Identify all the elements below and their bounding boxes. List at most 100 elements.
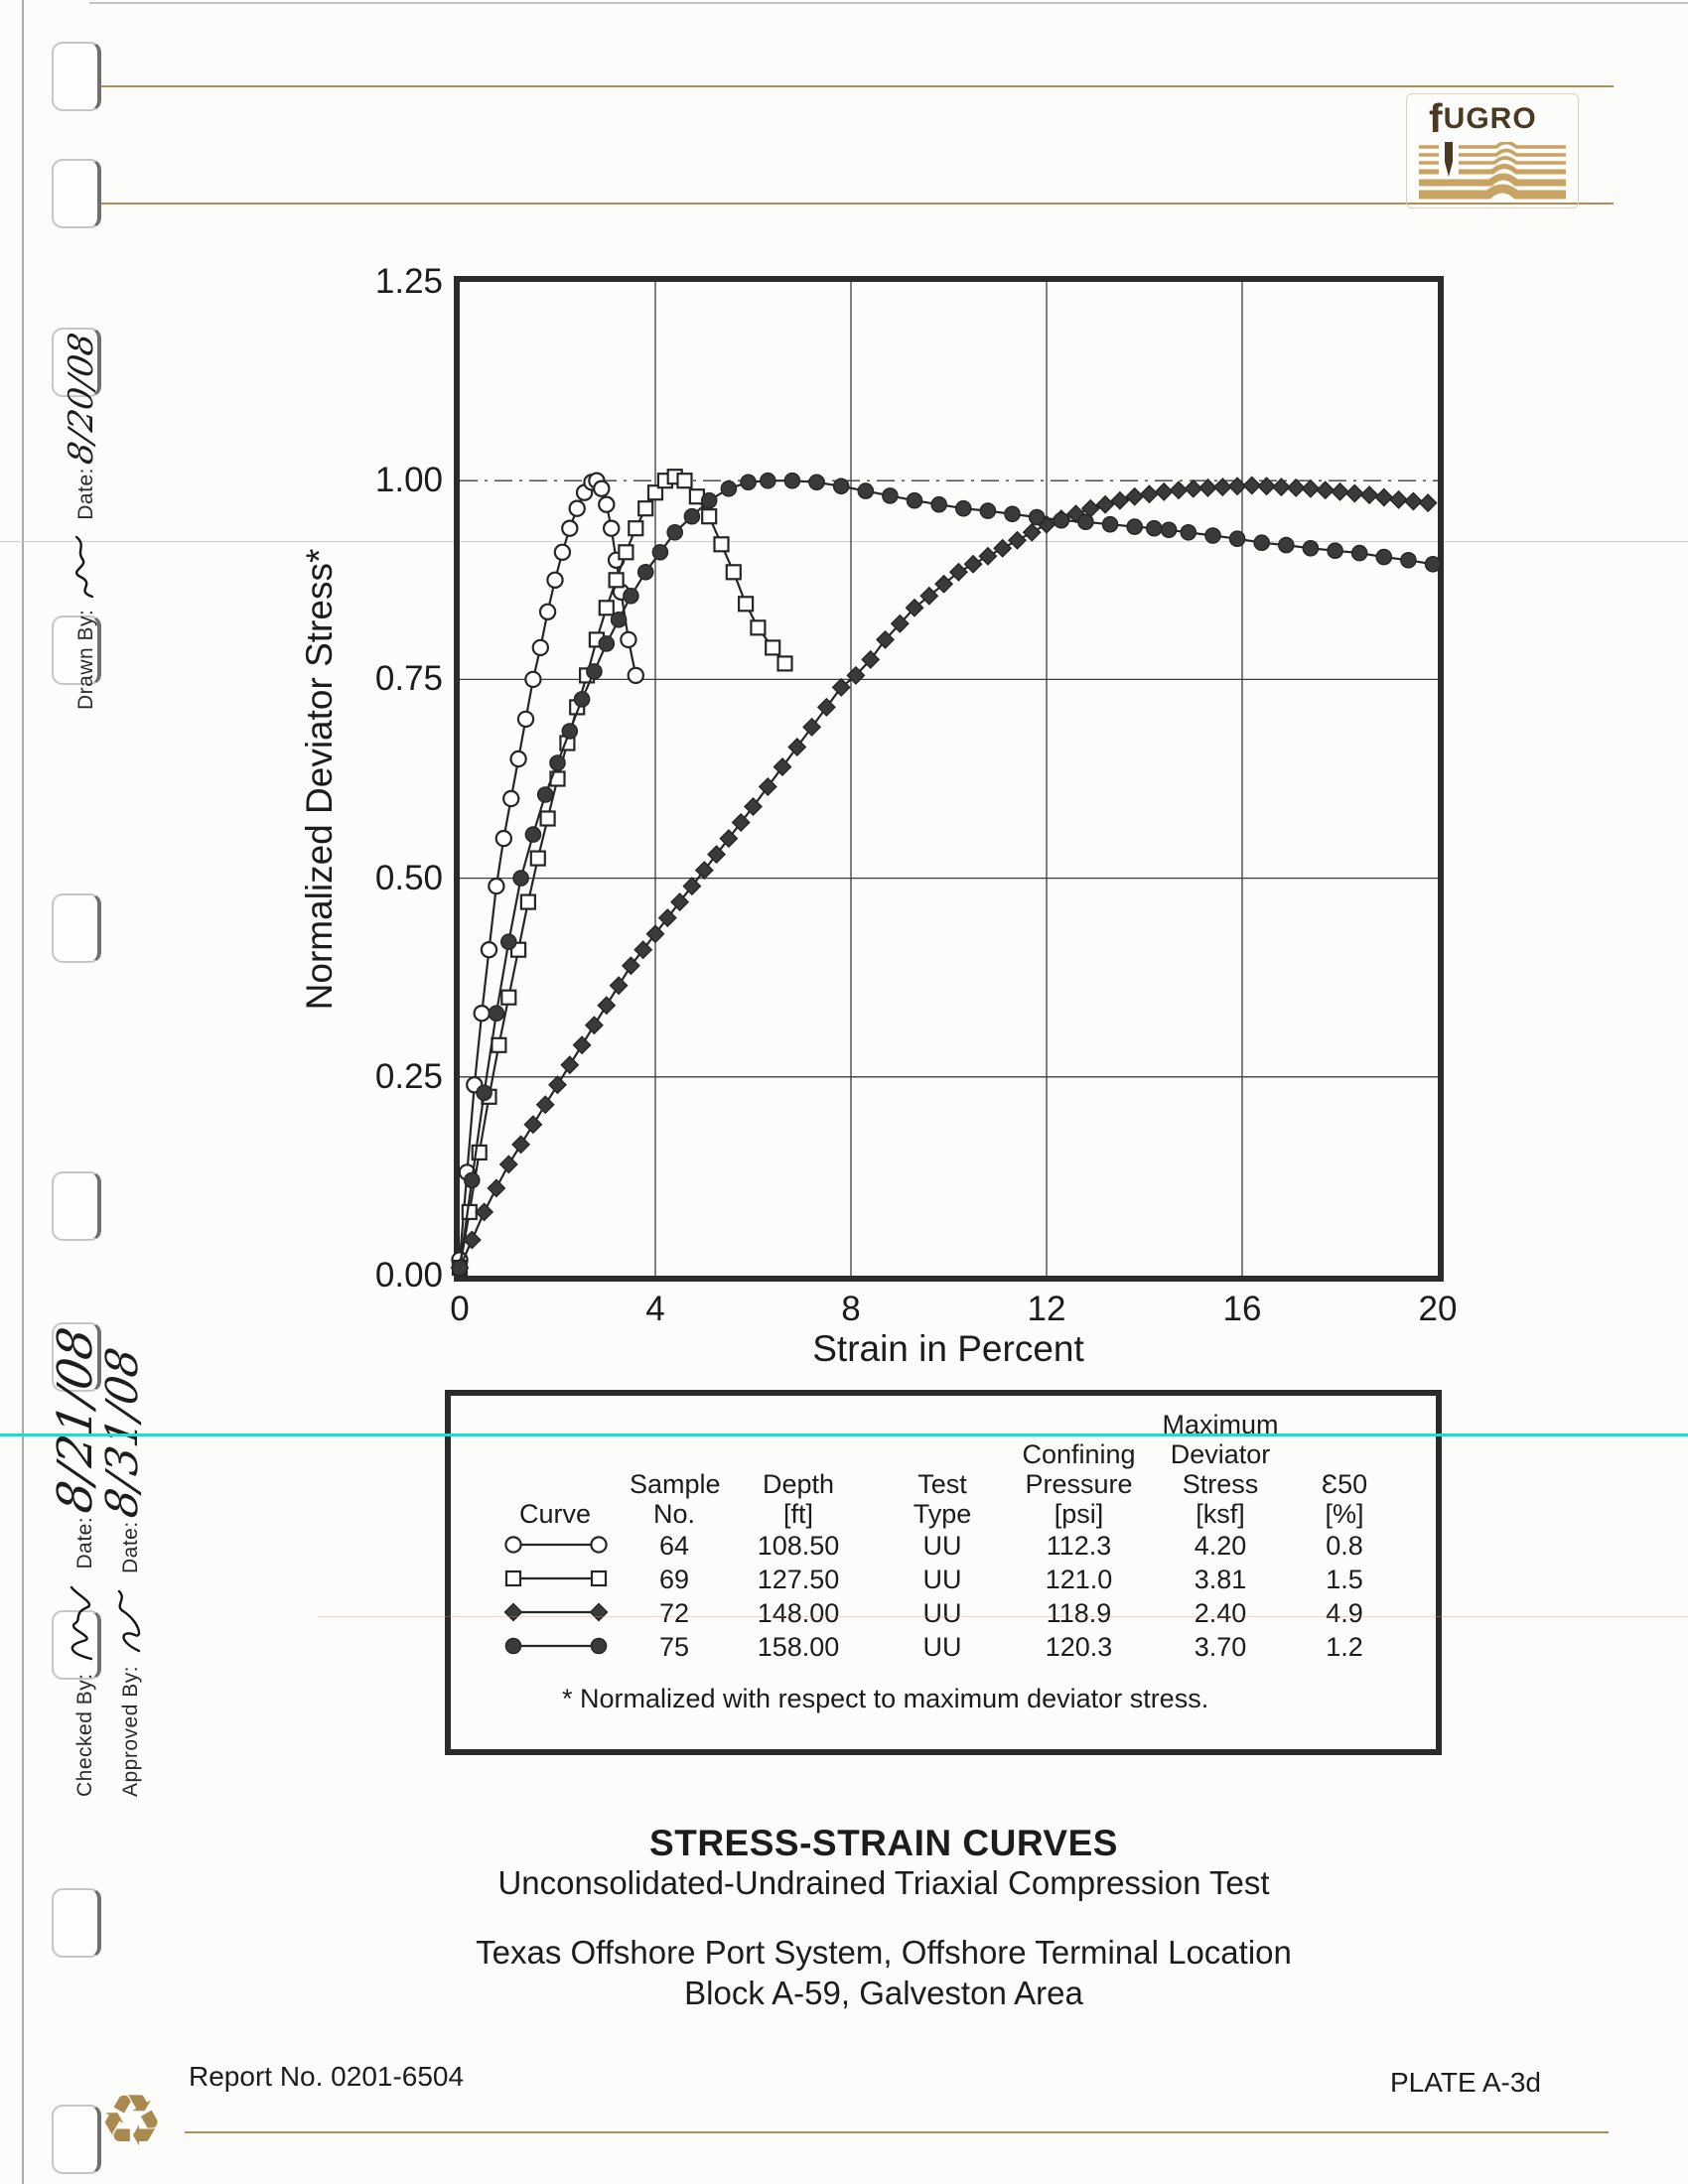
filled-diamond-marker <box>657 908 677 928</box>
filled-circle-marker <box>573 691 591 708</box>
filled-diamond-marker <box>1212 478 1232 497</box>
open-square-marker <box>539 810 556 827</box>
open-square-marker <box>637 500 654 517</box>
legend-cell-sample_no: 72 <box>658 1597 690 1628</box>
filled-circle-marker <box>1302 539 1320 557</box>
filled-diamond-marker <box>1008 530 1027 550</box>
open-circle-marker <box>593 479 611 497</box>
filled-circle-marker <box>524 826 542 843</box>
filled-diamond-marker <box>589 1602 609 1621</box>
open-square-marker <box>461 1203 478 1221</box>
filled-circle-marker <box>1278 536 1295 554</box>
filled-diamond-marker <box>511 1135 531 1155</box>
series-curve <box>458 479 1434 1269</box>
binder-hole <box>52 1171 101 1241</box>
filled-circle-marker <box>464 1171 481 1189</box>
x-tick-label: 12 <box>1027 1290 1066 1328</box>
filled-diamond-marker <box>1095 494 1115 514</box>
legend-cell-depth: 148.00 <box>757 1597 840 1628</box>
legend-cell-max_deviator_stress: 2.40 <box>1194 1597 1247 1628</box>
filled-diamond-marker <box>707 845 727 865</box>
binder-hole <box>52 2105 101 2174</box>
report-number: Report No. 0201-6504 <box>189 2061 465 2092</box>
filled-circle-marker <box>1180 523 1197 541</box>
legend-curve-symbol-open-circle <box>481 1531 630 1562</box>
location-line2: Block A-59, Galveston Area <box>684 1975 1083 2011</box>
filled-diamond-marker <box>993 538 1013 558</box>
filled-circle-marker <box>666 523 683 541</box>
filled-diamond-marker <box>621 956 640 976</box>
legend-row: 75 158.00 UU 120.3 3.70 1.2 <box>481 1630 1399 1664</box>
filled-circle-marker <box>1146 519 1163 537</box>
open-circle-marker <box>538 603 557 620</box>
legend-footnote: * Normalized with respect to maximum dev… <box>562 1684 1209 1713</box>
checked-by-signature <box>70 1585 93 1661</box>
filled-diamond-marker <box>846 665 866 685</box>
legend-row: 69 127.50 UU 121.0 3.81 1.5 <box>481 1563 1399 1596</box>
footer-rule <box>185 2131 1609 2133</box>
filled-diamond-marker <box>773 757 792 776</box>
filled-circle-marker <box>759 472 776 489</box>
y-tick-label: 0.25 <box>374 1056 443 1096</box>
legend-cell-e50: 1.5 <box>1326 1564 1363 1594</box>
margin-approved-by-block: Approved By: Date: 8/31/08 <box>97 1344 148 1797</box>
filled-diamond-marker <box>731 813 751 832</box>
y-tick-label: 1.25 <box>374 262 443 301</box>
filled-circle-marker <box>590 1637 608 1654</box>
legend-cell-test_type: UU <box>922 1631 962 1662</box>
binder-hole <box>52 1322 101 1392</box>
open-circle-marker <box>561 519 579 537</box>
filled-diamond-marker <box>548 1075 567 1095</box>
y-tick-label: 0.00 <box>374 1256 443 1295</box>
open-circle-marker <box>553 543 572 561</box>
filled-diamond-marker <box>919 586 939 606</box>
open-square-marker <box>608 572 625 589</box>
legend-cell-e50: 1.2 <box>1326 1631 1363 1662</box>
open-circle-marker <box>620 630 637 649</box>
open-circle-marker <box>488 877 505 895</box>
open-circle-marker <box>568 499 586 517</box>
filled-circle-marker <box>1101 515 1119 533</box>
plate-number: PLATE A-3d <box>1390 2067 1542 2098</box>
y-axis-title: Normalized Deviator Stress* <box>299 548 340 1011</box>
open-circle-marker <box>590 1535 608 1554</box>
open-square-marker <box>765 639 781 656</box>
filled-diamond-marker <box>934 574 954 594</box>
legend-cell-depth: 127.50 <box>757 1564 840 1594</box>
filled-diamond-marker <box>682 877 702 896</box>
legend-cell-sample_no: 75 <box>658 1631 690 1662</box>
open-circle-marker <box>502 789 520 808</box>
open-circle-marker <box>627 666 644 685</box>
filled-diamond-marker <box>498 1155 518 1174</box>
filled-circle-marker <box>598 635 616 652</box>
legend-row: 64 108.50 UU 112.3 4.20 0.8 <box>481 1529 1399 1563</box>
open-circle-marker <box>531 638 550 657</box>
x-tick-label: 0 <box>450 1290 470 1328</box>
margin-checked-by-block: Checked By: Date: 8/21/08 <box>48 1323 103 1797</box>
legend-cell-test_type: UU <box>922 1530 962 1561</box>
filled-circle-marker <box>636 563 654 581</box>
scan-artifact-pink-line <box>318 1616 1688 1617</box>
filled-circle-marker <box>882 487 899 504</box>
filled-circle-marker <box>808 474 825 491</box>
filled-diamond-marker <box>1125 486 1145 506</box>
filled-diamond-marker <box>1198 478 1217 497</box>
filled-circle-marker <box>488 1005 505 1023</box>
open-circle-marker <box>494 829 513 848</box>
legend-col-header-curve: Curve <box>518 1499 592 1529</box>
open-square-marker <box>738 596 755 613</box>
legend-col-header-max_deviator_stress: Maximum Deviator Stress [ksf] <box>1162 1410 1279 1529</box>
filled-circle-marker <box>1253 534 1271 552</box>
legend-curve-symbol-open-square <box>481 1565 630 1595</box>
open-circle-marker <box>480 941 498 959</box>
open-square-marker <box>491 1036 507 1053</box>
legend-table: Curve Sample No. Depth [ft] Test Type Confining… <box>445 1390 1442 1755</box>
filled-circle-marker <box>1424 555 1442 573</box>
filled-diamond-marker <box>572 1035 592 1055</box>
open-square-marker <box>519 893 537 910</box>
open-circle-marker <box>524 670 542 689</box>
filled-circle-marker <box>783 472 801 489</box>
filled-circle-marker <box>561 723 579 740</box>
filled-circle-marker <box>1327 542 1343 560</box>
legend-cell-sample_no: 64 <box>658 1530 690 1561</box>
